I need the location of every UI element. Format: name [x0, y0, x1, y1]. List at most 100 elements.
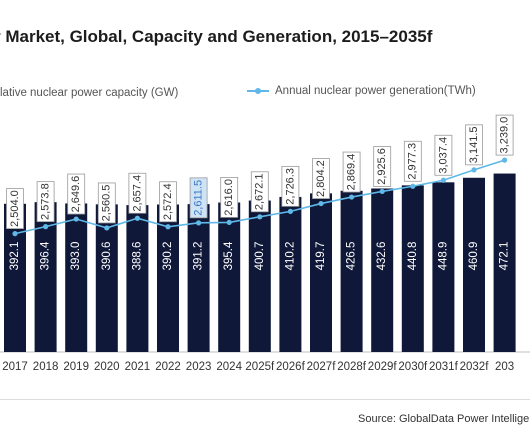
- x-tick-label: 2029f: [368, 361, 398, 373]
- bar: [248, 200, 271, 352]
- bar: [371, 188, 394, 352]
- generation-point: [440, 177, 446, 183]
- bar-value-label: 388.6: [131, 242, 143, 271]
- bar: [187, 204, 210, 352]
- x-tick-label: 2032f: [460, 361, 490, 373]
- generation-label-box: [465, 124, 483, 166]
- bar-value-label: 426.5: [346, 242, 358, 271]
- bar: [463, 177, 485, 352]
- generation-label-box: [312, 158, 330, 199]
- generation-label-box: [281, 165, 300, 207]
- generation-value-label: 2,672.1: [254, 173, 266, 210]
- generation-label-box: [342, 151, 361, 193]
- bar: [310, 193, 332, 352]
- bar-value-label: 390.6: [101, 242, 113, 271]
- bar-value-label: 410.2: [284, 242, 296, 271]
- x-tick-label: 2030f: [398, 361, 428, 373]
- generation-value-label: 3,141.5: [468, 126, 480, 163]
- bar: [340, 190, 363, 352]
- generation-label-box: [373, 146, 392, 187]
- generation-point: [73, 216, 79, 222]
- x-tick-label: 2023: [186, 361, 212, 373]
- bar-value-label: 448.9: [437, 242, 449, 271]
- x-tick-label: 2027f: [307, 361, 337, 373]
- x-tick-label: 2017: [2, 361, 28, 373]
- x-tick-label: 2020: [94, 361, 120, 373]
- x-tick-label: 2026f: [276, 361, 306, 373]
- generation-label-box: [67, 173, 86, 215]
- generation-point: [349, 194, 355, 200]
- generation-value-label: 2,504.0: [9, 190, 21, 227]
- generation-value-label: 2,560.5: [101, 185, 113, 222]
- chart-plot: 392.1 396.4 393.0 390.6 388.6 390.2 391.2 395.4…: [0, 114, 530, 373]
- bar: [65, 203, 88, 352]
- x-tick-label: 2022: [155, 361, 181, 373]
- bar-value-label: 440.8: [407, 242, 419, 271]
- generation-value-label: 2,572.4: [162, 183, 174, 220]
- generation-point: [257, 214, 263, 220]
- bar-value-label: 395.4: [223, 241, 235, 270]
- x-tick-label: 2019: [63, 361, 89, 373]
- generation-value-label: 2,726.3: [284, 168, 296, 205]
- x-tick-label: 2024: [216, 361, 242, 373]
- generation-value-label: 2,977.3: [407, 143, 419, 180]
- generation-point: [43, 224, 49, 230]
- bar-value-label: 432.6: [376, 242, 388, 271]
- generation-point: [12, 231, 18, 237]
- generation-point: [318, 200, 324, 207]
- generation-label-box: [403, 140, 422, 182]
- generation-value-label: 3,037.4: [437, 137, 449, 174]
- bar: [4, 203, 26, 352]
- generation-point: [104, 225, 110, 231]
- bar: [432, 182, 455, 352]
- x-tick-label: 2018: [33, 361, 59, 373]
- bar: [157, 204, 179, 352]
- legend-line-swatch: [247, 86, 269, 96]
- generation-label-box: [250, 171, 269, 213]
- bar: [218, 202, 241, 352]
- bar-value-label: 393.0: [70, 242, 82, 271]
- bar: [95, 204, 118, 352]
- x-tick-label: 2028f: [337, 361, 367, 373]
- bar: [493, 173, 516, 352]
- bar-value-label: 396.4: [40, 241, 52, 270]
- generation-label-box: [159, 181, 177, 223]
- chart-title: r Market, Global, Capacity and Generatio…: [0, 27, 433, 46]
- bar: [126, 205, 149, 352]
- bar-value-label: 472.1: [499, 242, 511, 271]
- divider: [0, 399, 530, 400]
- generation-value-label: 2,657.4: [131, 175, 143, 212]
- x-tick-label: 203: [495, 361, 514, 373]
- generation-label-box: [36, 181, 55, 223]
- generation-point: [379, 188, 385, 195]
- generation-value-label: 2,869.4: [346, 154, 358, 191]
- bar: [401, 185, 424, 352]
- generation-label-box: [495, 114, 514, 156]
- bar: [34, 202, 57, 352]
- bar-value-label: 390.2: [162, 242, 174, 271]
- generation-value-label: 2,611.5: [193, 180, 205, 216]
- generation-label-box: [6, 188, 24, 230]
- bar-value-label: 392.1: [9, 242, 21, 271]
- generation-point: [134, 215, 140, 221]
- bar: [279, 196, 302, 352]
- generation-value-label: 2,649.6: [70, 176, 82, 213]
- generation-point: [196, 220, 202, 226]
- generation-point: [226, 219, 232, 225]
- x-tick-label: 2025f: [245, 361, 275, 373]
- generation-value-label: 2,616.0: [223, 179, 235, 216]
- generation-value-label: 2,573.8: [40, 183, 52, 220]
- generation-point: [502, 157, 508, 163]
- bar-value-label: 419.7: [315, 242, 327, 271]
- legend-generation: Annual nuclear power generation(TWh): [247, 85, 476, 97]
- generation-label-box: [434, 134, 453, 176]
- legend-generation-label: Annual nuclear power generation(TWh): [275, 85, 476, 97]
- generation-value-label: 2,925.6: [376, 148, 388, 185]
- x-tick-label: 2021: [125, 361, 151, 373]
- x-tick-label: 2031f: [429, 361, 459, 373]
- generation-point: [410, 183, 416, 189]
- source-note: Source: GlobalData Power Intelligence: [358, 413, 530, 425]
- generation-label-box: [97, 182, 116, 224]
- generation-value-label: 2,804.2: [315, 160, 327, 197]
- generation-label-box: [189, 177, 208, 219]
